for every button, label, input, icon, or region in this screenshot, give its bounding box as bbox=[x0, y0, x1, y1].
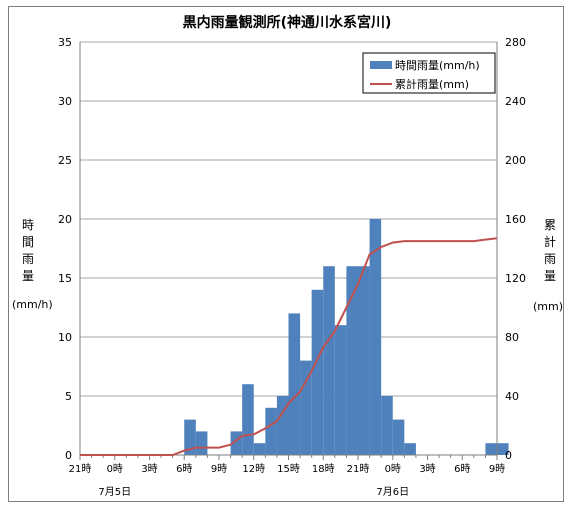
right-tick-label: 200 bbox=[505, 154, 526, 167]
left-tick-label: 25 bbox=[58, 154, 72, 167]
hourly-rain-bar bbox=[311, 289, 324, 455]
hourly-rain-bar bbox=[334, 325, 347, 455]
chart-frame: 黒内雨量観測所(神通川水系宮川) 0 5 10 15 20 25 30 35 0 40 80 120… bbox=[8, 6, 564, 502]
date-label: 7月6日 bbox=[376, 486, 409, 498]
right-tick-label: 280 bbox=[505, 36, 526, 49]
x-tick-label: 0時 bbox=[385, 463, 401, 475]
x-tick-label: 12時 bbox=[242, 463, 265, 475]
left-tick-label: 30 bbox=[58, 95, 72, 108]
rainfall-chart: 黒内雨量観測所(神通川水系宮川) 0 5 10 15 20 25 30 35 0 40 80 120… bbox=[12, 14, 563, 498]
hourly-rain-bar bbox=[497, 443, 509, 455]
chart-title: 黒内雨量観測所(神通川水系宮川) bbox=[183, 14, 392, 31]
left-tick-label: 35 bbox=[58, 36, 72, 49]
legend-box bbox=[362, 52, 496, 94]
right-tick-label: 120 bbox=[505, 272, 526, 285]
right-tick-label: 40 bbox=[505, 390, 519, 403]
left-tick-label: 0 bbox=[65, 449, 72, 462]
hourly-rain-bar bbox=[230, 431, 243, 455]
hourly-rain-bar bbox=[381, 396, 393, 455]
hourly-rain-bar bbox=[358, 266, 370, 455]
x-tick-label: 15時 bbox=[277, 463, 300, 475]
left-tick-label: 10 bbox=[58, 331, 72, 344]
hourly-rain-bar bbox=[276, 396, 289, 455]
x-tick-label: 6時 bbox=[454, 463, 470, 475]
left-axis-title: 時間雨量 bbox=[22, 218, 34, 283]
x-tick-label: 21時 bbox=[69, 463, 92, 475]
x-tick-label: 3時 bbox=[419, 463, 435, 475]
hourly-rain-bar bbox=[392, 419, 405, 455]
x-tick-label: 9時 bbox=[489, 463, 505, 475]
right-tick-label: 0 bbox=[505, 449, 512, 462]
hourly-rain-bar bbox=[404, 443, 416, 455]
hourly-rain-bar bbox=[253, 443, 266, 455]
left-axis-label: 時間雨量 (mm/h) bbox=[12, 218, 53, 311]
right-tick-label: 240 bbox=[505, 95, 526, 108]
hourly-rain-bar bbox=[346, 266, 358, 455]
right-tick-label: 80 bbox=[505, 331, 519, 344]
date-label: 7月5日 bbox=[98, 486, 131, 498]
left-tick-label: 5 bbox=[65, 390, 72, 403]
hourly-rain-bar bbox=[485, 443, 497, 455]
left-axis-unit: (mm/h) bbox=[12, 298, 53, 311]
hourly-rain-bar bbox=[184, 419, 196, 455]
x-tick-label: 6時 bbox=[176, 463, 192, 475]
hourly-rain-bar bbox=[369, 219, 382, 455]
hourly-rain-bar bbox=[265, 407, 277, 455]
right-axis-label: 累計雨量 (mm) bbox=[533, 218, 563, 313]
hourly-rain-bar bbox=[288, 313, 301, 455]
right-tick-label: 160 bbox=[505, 213, 526, 226]
left-tick-label: 15 bbox=[58, 272, 72, 285]
x-tick-label: 21時 bbox=[347, 463, 370, 475]
x-tick-label: 3時 bbox=[141, 463, 157, 475]
legend-cumulative-label: 累計雨量(mm) bbox=[395, 77, 469, 91]
left-tick-label: 20 bbox=[58, 213, 72, 226]
cumulative-line bbox=[80, 237, 498, 456]
hourly-rain-bar bbox=[242, 384, 254, 455]
x-tick-label: 18時 bbox=[312, 463, 335, 475]
legend-hourly-label: 時間雨量(mm/h) bbox=[395, 59, 480, 72]
right-axis-title: 累計雨量 bbox=[544, 218, 556, 283]
hourly-rain-bar bbox=[195, 431, 208, 455]
legend-bar-swatch bbox=[370, 61, 392, 69]
right-axis-unit: (mm) bbox=[533, 300, 563, 313]
legend: 時間雨量(mm/h) 累計雨量(mm) bbox=[362, 52, 496, 94]
hourly-rain-bar bbox=[300, 360, 312, 455]
hourly-rain-bar bbox=[323, 266, 335, 455]
x-tick-label: 0時 bbox=[107, 463, 123, 475]
x-tick-label: 9時 bbox=[211, 463, 227, 475]
